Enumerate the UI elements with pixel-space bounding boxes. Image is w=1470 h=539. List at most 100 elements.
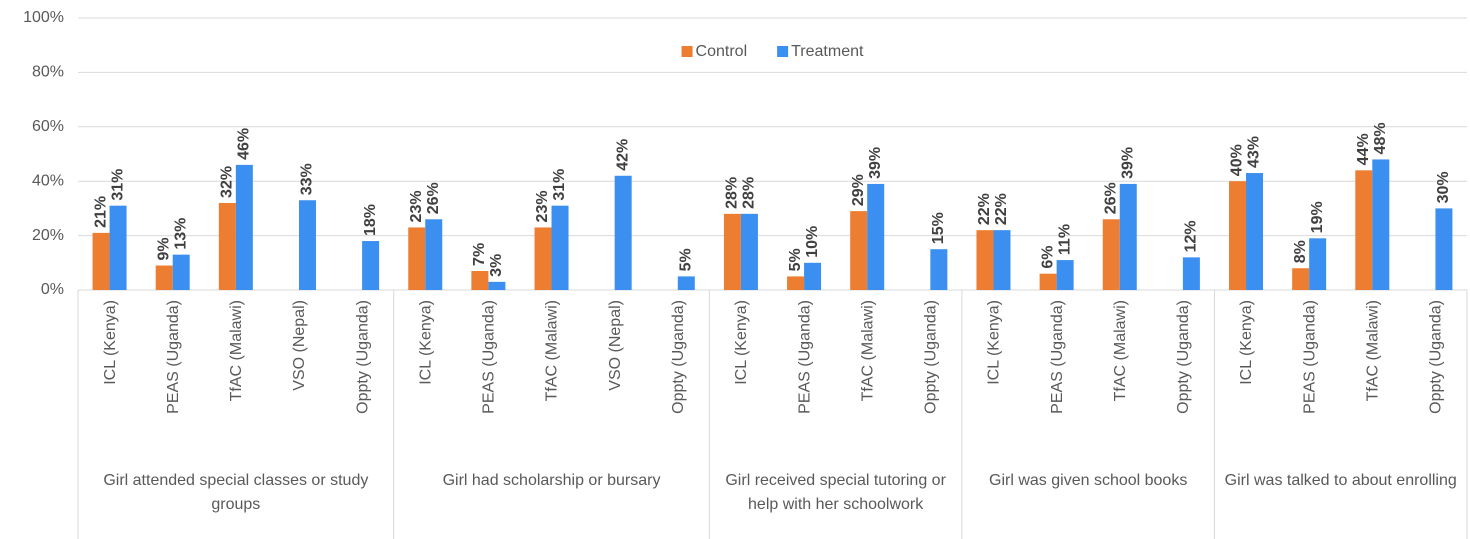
value-label: 13% <box>172 218 189 250</box>
bar <box>1292 268 1310 290</box>
bar <box>1102 219 1120 290</box>
bar <box>425 219 443 290</box>
value-label: 42% <box>614 139 631 171</box>
value-label: 19% <box>1309 201 1326 233</box>
bar <box>1372 159 1390 290</box>
value-label: 39% <box>1119 147 1136 179</box>
y-tick-label: 0% <box>41 281 64 298</box>
x-tick-label: VSO (Nepal) <box>607 300 624 391</box>
value-label: 22% <box>993 193 1010 225</box>
value-label: 46% <box>236 128 253 160</box>
bar <box>930 249 948 290</box>
x-tick-label: Oppty (Uganda) <box>1428 300 1445 414</box>
bar <box>298 200 316 290</box>
x-tick-label: PEAS (Uganda) <box>1301 300 1318 414</box>
value-label: 33% <box>299 163 316 195</box>
bar <box>677 276 695 290</box>
bar <box>614 175 632 290</box>
value-label: 43% <box>1246 136 1263 168</box>
value-label: 7% <box>471 243 488 266</box>
value-label: 10% <box>804 226 821 258</box>
group-label: Girl was talked to about enrolling <box>1225 472 1457 489</box>
bar <box>362 241 380 290</box>
value-label: 3% <box>488 254 505 277</box>
bar <box>850 211 868 290</box>
x-tick-label: Oppty (Uganda) <box>923 300 940 414</box>
value-label: 9% <box>155 237 172 260</box>
x-tick-label: Oppty (Uganda) <box>354 300 371 414</box>
bar <box>867 183 885 290</box>
bar <box>155 265 173 290</box>
value-label: 40% <box>1229 144 1246 176</box>
bar <box>534 227 552 290</box>
value-label: 44% <box>1355 133 1372 165</box>
y-tick-label: 20% <box>32 227 64 244</box>
value-label: 22% <box>976 193 993 225</box>
value-label: 48% <box>1372 122 1389 154</box>
x-tick-label: Oppty (Uganda) <box>1175 300 1192 414</box>
group-label: Girl attended special classes or study gr… <box>103 472 368 513</box>
value-label: 26% <box>1102 182 1119 214</box>
value-label: 29% <box>850 174 867 206</box>
bar <box>1119 183 1137 290</box>
value-label: 39% <box>867 147 884 179</box>
value-label: 18% <box>362 204 379 236</box>
group-label: Girl had scholarship or bursary <box>443 472 661 489</box>
value-label: 28% <box>741 177 758 209</box>
bar <box>1355 170 1373 290</box>
value-label: 31% <box>109 169 126 201</box>
bar <box>723 213 741 290</box>
bar <box>235 164 253 290</box>
bar <box>804 262 822 290</box>
legend-label: Treatment <box>791 43 864 60</box>
value-label: 5% <box>678 248 695 271</box>
x-tick-label: TfAC (Malawi) <box>859 300 876 401</box>
x-tick-label: ICL (Kenya) <box>102 300 119 385</box>
bar <box>551 205 569 290</box>
value-label: 26% <box>425 182 442 214</box>
legend-swatch <box>681 46 693 57</box>
bar <box>92 232 110 290</box>
y-tick-label: 80% <box>32 64 64 81</box>
value-label: 31% <box>551 169 568 201</box>
x-tick-label: Oppty (Uganda) <box>670 300 687 414</box>
bar <box>1056 260 1074 290</box>
x-tick-label: TfAC (Malawi) <box>1112 300 1129 401</box>
legend-label: Control <box>696 43 748 60</box>
bar <box>1246 173 1264 290</box>
x-tick-label: ICL (Kenya) <box>986 300 1003 385</box>
bar <box>993 230 1011 290</box>
value-label: 30% <box>1435 171 1452 203</box>
value-label: 28% <box>724 177 741 209</box>
bar <box>1182 257 1200 290</box>
value-label: 5% <box>787 248 804 271</box>
value-label: 32% <box>219 166 236 198</box>
value-label: 6% <box>1039 246 1056 269</box>
x-tick-label: ICL (Kenya) <box>733 300 750 385</box>
value-label: 23% <box>408 190 425 222</box>
bar <box>976 230 994 290</box>
value-label: 23% <box>534 190 551 222</box>
value-label: 21% <box>92 196 109 228</box>
bar <box>471 270 489 290</box>
y-tick-label: 40% <box>32 172 64 189</box>
bar <box>172 254 190 290</box>
x-tick-label: PEAS (Uganda) <box>165 300 182 414</box>
value-label: 8% <box>1292 240 1309 263</box>
bar <box>488 281 506 290</box>
value-label: 12% <box>1183 220 1200 252</box>
bar <box>787 276 805 290</box>
x-tick-label: ICL (Kenya) <box>417 300 434 385</box>
bar <box>1039 273 1057 290</box>
bar <box>1309 238 1327 290</box>
bar <box>740 213 758 290</box>
x-tick-label: PEAS (Uganda) <box>1049 300 1066 414</box>
bar <box>109 205 127 290</box>
group-label: Girl received special tutoring or help wi… <box>725 472 946 513</box>
legend-swatch <box>777 46 789 57</box>
value-label: 15% <box>930 212 947 244</box>
bar <box>408 227 426 290</box>
bar <box>1435 208 1453 290</box>
x-tick-label: ICL (Kenya) <box>1238 300 1255 385</box>
